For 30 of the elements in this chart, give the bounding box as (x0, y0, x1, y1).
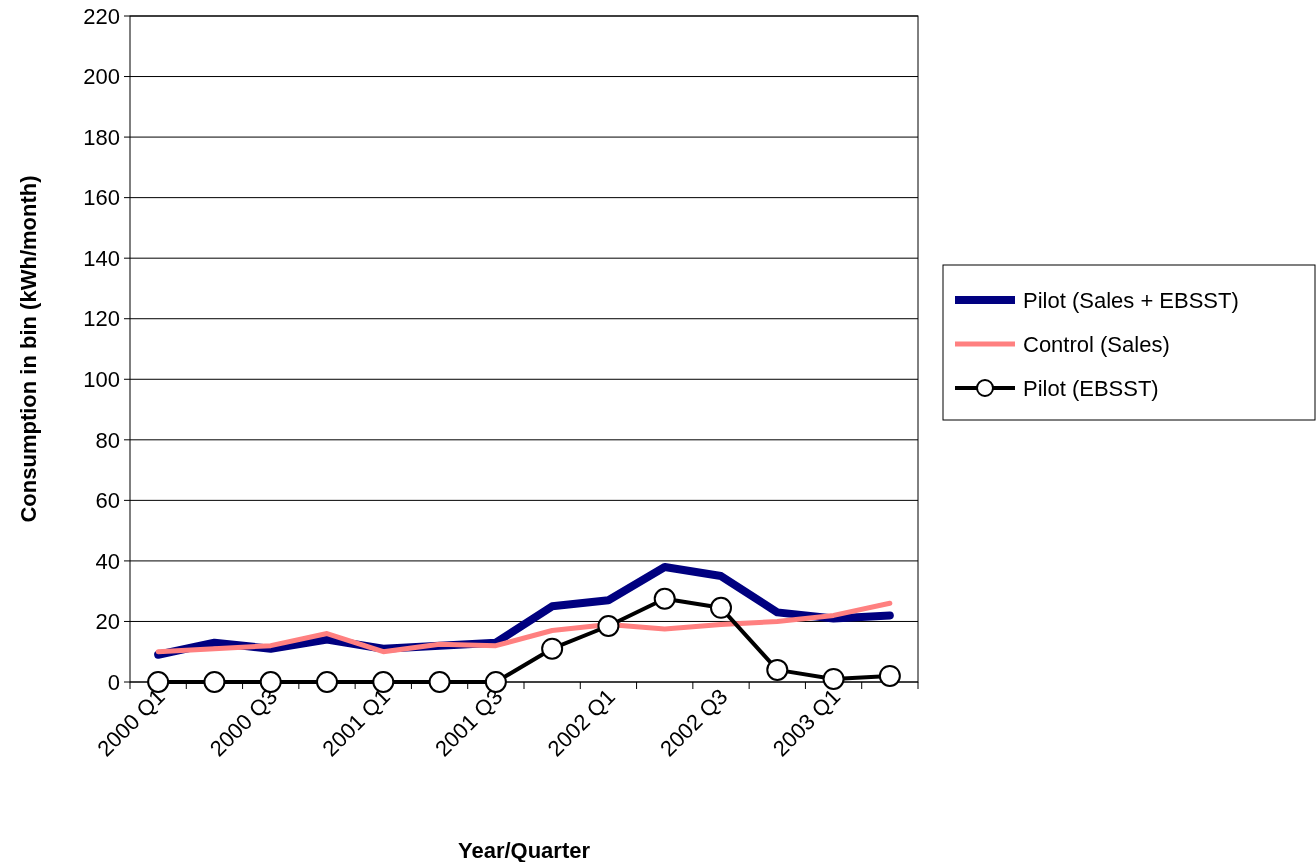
point (541, 637, 564, 660)
point (878, 664, 901, 687)
y-tick-label: 180 (83, 124, 120, 150)
y-tick-label: 80 (95, 427, 120, 453)
y-tick-label: 220 (83, 3, 120, 29)
y-tick-label: 0 (107, 669, 120, 695)
point (484, 671, 507, 693)
point (372, 671, 395, 693)
y-tick-label: 120 (83, 306, 120, 332)
y-tick-label: 200 (83, 64, 120, 90)
y-tick-label: 60 (95, 488, 120, 514)
y-tick-label: 160 (83, 185, 120, 211)
legend-label: Control (Sales) (1023, 331, 1170, 357)
point (428, 671, 451, 693)
legend-label: Pilot (Sales + EBSST) (1023, 287, 1239, 313)
y-tick-label: 40 (95, 548, 120, 574)
point (766, 658, 789, 681)
point (653, 587, 676, 610)
point (822, 667, 845, 690)
y-tick-label: 140 (83, 245, 120, 271)
y-tick-label: 100 (83, 366, 120, 392)
point (147, 671, 170, 693)
point (203, 671, 226, 693)
legend-label: Pilot (EBSST) (1023, 375, 1159, 401)
point (710, 596, 732, 619)
y-tick-label: 20 (95, 609, 120, 635)
point (597, 615, 620, 637)
y-axis-title: Consumption in bin (kWh/month) (16, 175, 41, 523)
point (316, 671, 338, 693)
x-axis-title: Year/Quarter (457, 838, 591, 862)
